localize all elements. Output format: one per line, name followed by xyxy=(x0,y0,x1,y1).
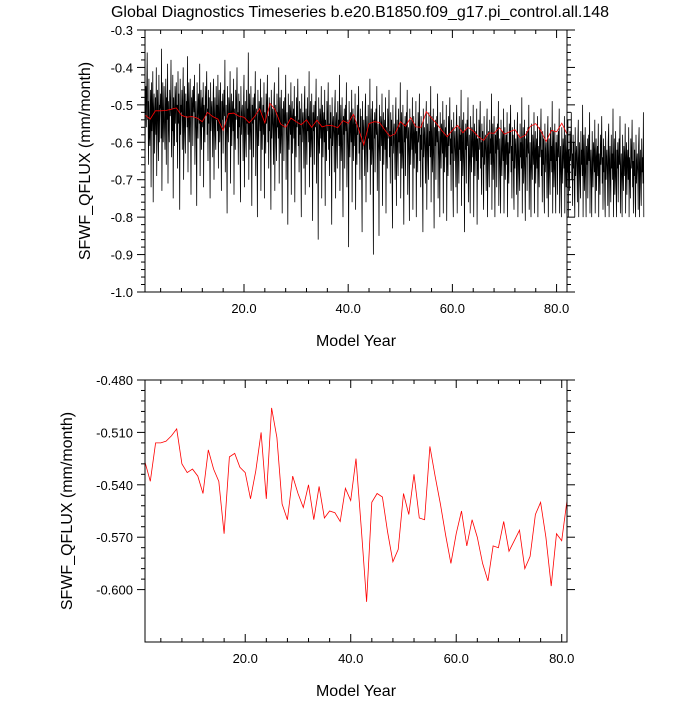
bottom-y-tick-label: -0.480 xyxy=(96,373,133,388)
chart-title: Global Diagnostics Timeseries b.e20.B185… xyxy=(111,4,609,21)
top-y-tick-label: -0.6 xyxy=(111,135,133,150)
top-panel: 20.0 40.0 60.0 80.0 -0.3 -0.4 -0.5 -0.6 -0.7 -0.8… xyxy=(77,23,645,350)
bottom-plot-frame xyxy=(144,379,568,643)
bottom-y-axis-label: SFWF_QFLUX (mm/month) xyxy=(59,412,76,610)
top-y-tick-label: -0.4 xyxy=(111,60,133,75)
top-x-tick-label: 20.0 xyxy=(231,301,256,316)
bottom-x-tick-label: 20.0 xyxy=(233,651,258,666)
top-plot-frame xyxy=(144,29,568,293)
top-x-tick-label: 60.0 xyxy=(440,301,465,316)
top-y-tick-label: -0.5 xyxy=(111,98,133,113)
top-y-tick-label: -0.3 xyxy=(111,23,133,38)
top-y-tick-label: -0.9 xyxy=(111,248,133,263)
bottom-x-tick-label: 60.0 xyxy=(444,651,469,666)
top-x-axis-label: Model Year xyxy=(316,333,397,350)
bottom-x-tick-label: 80.0 xyxy=(549,651,574,666)
top-series-annual xyxy=(144,102,568,147)
top-x-tick-label: 80.0 xyxy=(544,301,569,316)
top-y-tick-label: -0.8 xyxy=(111,210,133,225)
bottom-y-tick-label: -0.510 xyxy=(96,425,133,440)
top-series-monthly xyxy=(144,48,645,255)
bottom-panel: 20.0 40.0 60.0 80.0 -0.480 -0.510 -0.540 -0.570… xyxy=(59,373,575,700)
top-x-tick-label: 40.0 xyxy=(336,301,361,316)
bottom-x-tick-label: 40.0 xyxy=(338,651,363,666)
bottom-y-tick-label: -0.570 xyxy=(96,530,133,545)
bottom-series-annual xyxy=(144,407,568,602)
bottom-y-tick-label: -0.540 xyxy=(96,478,133,493)
bottom-x-axis-label: Model Year xyxy=(316,683,397,700)
bottom-y-tick-label: -0.600 xyxy=(96,583,133,598)
top-y-tick-label: -0.7 xyxy=(111,173,133,188)
top-y-tick-label: -1.0 xyxy=(111,285,133,300)
top-y-axis-label: SFWF_QFLUX (mm/month) xyxy=(77,62,94,260)
